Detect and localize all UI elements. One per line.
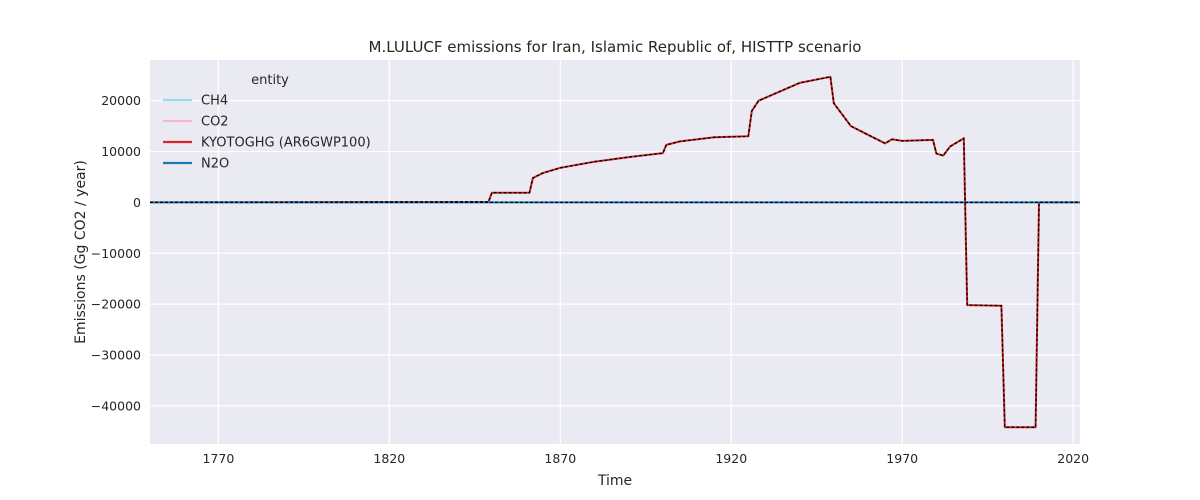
y-tick-label: −10000 — [91, 246, 141, 261]
x-tick-label: 1820 — [373, 451, 405, 466]
chart-title: M.LULUCF emissions for Iran, Islamic Rep… — [369, 38, 862, 56]
y-tick-label: −20000 — [91, 297, 141, 312]
y-tick-label: 20000 — [101, 93, 141, 108]
legend-title: entity — [251, 73, 289, 88]
dashed-overlay-line — [149, 76, 1080, 428]
series-lines — [149, 75, 1080, 429]
legend-label: CO2 — [201, 115, 229, 130]
x-axis-label: Time — [597, 473, 632, 489]
legend-label: KYOTOGHG (AR6GWP100) — [201, 136, 371, 151]
y-axis-label: Emissions (Gg CO2 / year) — [73, 160, 89, 344]
x-tick-label: 2020 — [1057, 451, 1089, 466]
y-tick-labels: 20000 10000 0 −10000 −20000 −30000 −40000 — [91, 93, 141, 413]
y-tick-label: −40000 — [91, 398, 141, 413]
y-tick-label: 10000 — [101, 144, 141, 159]
legend-label: CH4 — [201, 94, 228, 109]
x-tick-label: 1970 — [886, 451, 918, 466]
y-tick-label: −30000 — [91, 347, 141, 362]
x-tick-label: 1770 — [202, 451, 234, 466]
legend-label: N2O — [201, 157, 229, 172]
x-tick-label: 1920 — [715, 451, 747, 466]
x-tick-label: 1870 — [544, 451, 576, 466]
y-tick-label: 0 — [133, 195, 141, 210]
legend: entity CH4 CO2 KYOTOGHG (AR6GWP100) N2O — [163, 73, 371, 172]
plot-area — [150, 60, 1080, 444]
x-tick-labels: 1770 1820 1870 1920 1970 2020 — [202, 451, 1089, 466]
